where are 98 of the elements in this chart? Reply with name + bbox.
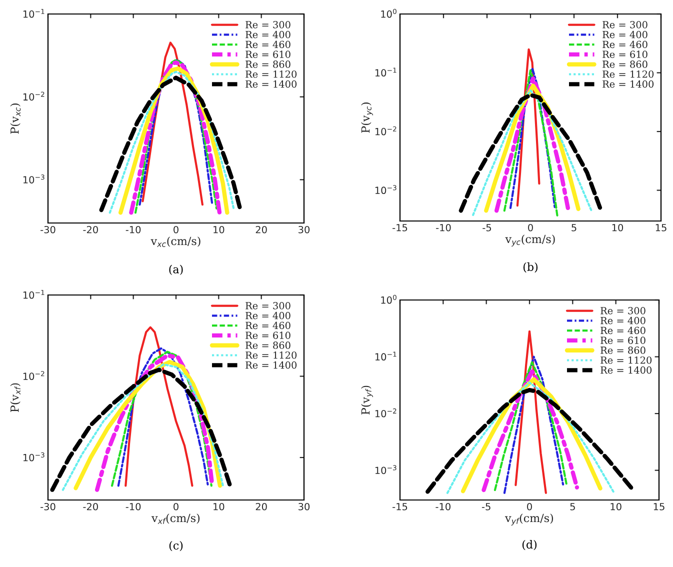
y-axis-title: P(v$_{xc}$) bbox=[10, 104, 21, 134]
line-series bbox=[458, 92, 602, 213]
x-tick-label: -30 bbox=[40, 502, 56, 510]
legend-label: Re = 1120 bbox=[246, 70, 297, 78]
y-tick-label: 10$^{−1}$ bbox=[375, 68, 396, 77]
y-axis-title: P(v$_{yc}$) bbox=[361, 102, 373, 133]
legend-label: Re = 1400 bbox=[602, 80, 654, 88]
legend-label: Re = 460 bbox=[246, 322, 290, 330]
x-tick-label: -20 bbox=[83, 226, 98, 234]
y-tick-label: 10$^{−3}$ bbox=[23, 452, 44, 462]
x-tick-label: 10 bbox=[214, 226, 224, 234]
text: (c) bbox=[169, 541, 183, 552]
legend-label: Re = 460 bbox=[602, 40, 648, 48]
x-tick-label: -20 bbox=[83, 502, 98, 510]
legend-label: Re = 610 bbox=[246, 332, 290, 340]
y-tick-label: 10$^{−2}$ bbox=[23, 371, 44, 380]
x-tick-label: 5 bbox=[572, 224, 576, 232]
y-tick-label: 10$^{−1}$ bbox=[23, 290, 44, 299]
x-tick-label: -5 bbox=[482, 503, 490, 510]
line-series bbox=[514, 330, 547, 494]
x-tick-label: -5 bbox=[482, 224, 491, 232]
x-tick-label: 0 bbox=[174, 502, 178, 510]
line-series bbox=[124, 326, 194, 487]
line-series bbox=[426, 388, 636, 494]
y-tick-label: 10$^{−3}$ bbox=[23, 174, 44, 184]
legend-label: Re = 1400 bbox=[246, 80, 297, 88]
y-tick-label: 10$^{−1}$ bbox=[375, 352, 396, 361]
x-tick-label: -15 bbox=[392, 224, 408, 232]
legend-label: Re = 610 bbox=[600, 336, 646, 344]
y-tick-label: 10$^{0}$ bbox=[381, 8, 396, 18]
y-tick-label: 10$^{−2}$ bbox=[23, 92, 44, 101]
legend-label: Re = 1120 bbox=[600, 356, 652, 364]
x-tick-label: 20 bbox=[256, 502, 267, 510]
legend-label: Re = 300 bbox=[246, 20, 290, 28]
y-axis-title: P(v$_{xf}$) bbox=[10, 383, 20, 412]
x-tick-label: 30 bbox=[298, 226, 310, 234]
text: (a) bbox=[169, 264, 183, 275]
x-tick-label: 15 bbox=[656, 224, 666, 232]
line-series bbox=[503, 69, 559, 218]
legend-label: Re = 1120 bbox=[602, 70, 654, 78]
line-series bbox=[494, 361, 568, 492]
x-tick-label: 30 bbox=[298, 502, 310, 510]
x-axis-title: v$_{yc}$(cm/s) bbox=[505, 234, 555, 246]
x-axis-title: v$_{xf}$(cm/s) bbox=[151, 514, 200, 524]
y-tick-label: 10$^{−1}$ bbox=[23, 8, 44, 18]
line-series bbox=[503, 356, 564, 494]
line-series bbox=[446, 382, 616, 494]
line-series bbox=[509, 67, 556, 210]
x-tick-label: -10 bbox=[436, 502, 450, 510]
legend-label: Re = 400 bbox=[246, 30, 290, 38]
legend-label: Re = 860 bbox=[602, 60, 648, 68]
x-tick-label: -30 bbox=[40, 226, 56, 234]
x-tick-label: 10 bbox=[214, 502, 224, 510]
y-tick-label: 10$^{−2}$ bbox=[375, 408, 396, 418]
line-series bbox=[94, 353, 214, 492]
legend-label: Re = 400 bbox=[600, 316, 646, 324]
line-series bbox=[482, 369, 580, 492]
x-tick-label: 0 bbox=[528, 224, 533, 232]
y-tick-label: 10$^{0}$ bbox=[381, 294, 396, 304]
legend-label: Re = 860 bbox=[246, 342, 290, 349]
legend-label: Re = 300 bbox=[246, 302, 290, 310]
line-series bbox=[494, 76, 570, 213]
text: (b) bbox=[523, 262, 538, 273]
legend-label: Re = 860 bbox=[600, 346, 646, 354]
x-tick-label: -15 bbox=[392, 503, 408, 510]
y-tick-label: 10$^{−3}$ bbox=[375, 465, 396, 474]
x-tick-label: -10 bbox=[126, 226, 141, 234]
x-tick-label: 10 bbox=[612, 224, 624, 232]
legend-label: Re = 400 bbox=[602, 30, 648, 38]
legend-label: Re = 1400 bbox=[246, 361, 297, 369]
x-tick-label: 10 bbox=[610, 502, 622, 510]
legend-label: Re = 1120 bbox=[246, 351, 297, 359]
line-series bbox=[99, 76, 242, 212]
legend-label: Re = 460 bbox=[600, 326, 646, 334]
y-tick-label: 10$^{−2}$ bbox=[375, 126, 396, 136]
x-tick-label: 0 bbox=[174, 226, 178, 234]
legend-label: Re = 610 bbox=[246, 50, 290, 58]
x-tick-label: -10 bbox=[436, 224, 451, 232]
line-series bbox=[142, 42, 204, 206]
legend-label: Re = 300 bbox=[600, 306, 646, 314]
line-series bbox=[516, 48, 540, 207]
text: (d) bbox=[522, 540, 537, 550]
x-axis-title: v$_{yf}$(cm/s) bbox=[504, 514, 554, 526]
legend-label: Re = 610 bbox=[602, 50, 648, 58]
x-axis-title: v$_{xc}$(cm/s) bbox=[150, 236, 200, 247]
x-tick-label: 0 bbox=[527, 502, 532, 510]
x-tick-label: 5 bbox=[570, 503, 575, 510]
line-series bbox=[472, 89, 592, 216]
x-tick-label: 15 bbox=[654, 503, 664, 510]
x-tick-label: 20 bbox=[256, 226, 267, 234]
legend-label: Re = 460 bbox=[246, 40, 290, 48]
legend-label: Re = 860 bbox=[246, 60, 290, 68]
legend-label: Re = 400 bbox=[246, 312, 290, 320]
y-tick-label: 10$^{−3}$ bbox=[375, 185, 396, 194]
y-axis-title: P(v$_{yf}$) bbox=[361, 386, 373, 414]
legend-label: Re = 1400 bbox=[600, 366, 652, 374]
x-tick-label: -10 bbox=[126, 502, 141, 510]
legend-label: Re = 300 bbox=[602, 20, 648, 28]
